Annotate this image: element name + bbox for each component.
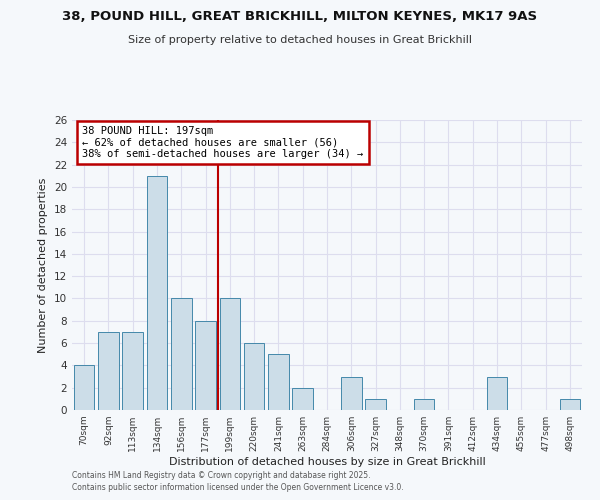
Bar [220, 298, 240, 410]
X-axis label: Distribution of detached houses by size in Great Brickhill: Distribution of detached houses by size … [169, 457, 485, 467]
Bar [244, 343, 265, 410]
Bar [365, 399, 386, 410]
Bar [74, 366, 94, 410]
Bar [195, 321, 216, 410]
Text: Size of property relative to detached houses in Great Brickhill: Size of property relative to detached ho… [128, 35, 472, 45]
Bar [341, 376, 362, 410]
Bar [171, 298, 191, 410]
Bar [292, 388, 313, 410]
Text: 38 POUND HILL: 197sqm
← 62% of detached houses are smaller (56)
38% of semi-deta: 38 POUND HILL: 197sqm ← 62% of detached … [82, 126, 364, 159]
Y-axis label: Number of detached properties: Number of detached properties [38, 178, 49, 352]
Bar [122, 332, 143, 410]
Bar [560, 399, 580, 410]
Bar [268, 354, 289, 410]
Text: 38, POUND HILL, GREAT BRICKHILL, MILTON KEYNES, MK17 9AS: 38, POUND HILL, GREAT BRICKHILL, MILTON … [62, 10, 538, 23]
Bar [146, 176, 167, 410]
Text: Contains public sector information licensed under the Open Government Licence v3: Contains public sector information licen… [72, 484, 404, 492]
Bar [414, 399, 434, 410]
Text: Contains HM Land Registry data © Crown copyright and database right 2025.: Contains HM Land Registry data © Crown c… [72, 471, 371, 480]
Bar [487, 376, 508, 410]
Bar [98, 332, 119, 410]
